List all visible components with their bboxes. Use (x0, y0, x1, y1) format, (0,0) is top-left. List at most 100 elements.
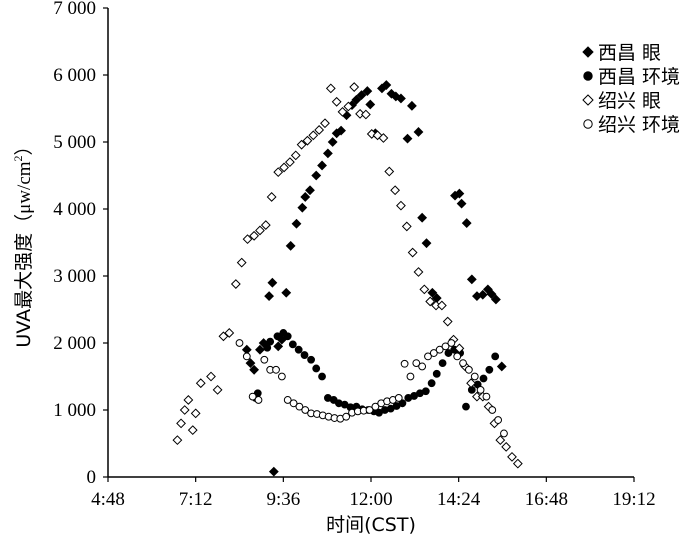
data-point (206, 371, 216, 382)
data-point (365, 99, 376, 110)
data-point (421, 387, 430, 396)
data-point (283, 332, 292, 341)
series-xichang-eye (241, 80, 507, 477)
data-point (512, 458, 523, 469)
data-point (501, 441, 512, 452)
data-point (412, 359, 421, 368)
data-point (456, 198, 467, 209)
data-point (289, 399, 298, 408)
data-point (320, 118, 330, 129)
data-point (267, 277, 278, 288)
data-point (351, 94, 362, 105)
data-point (273, 332, 282, 341)
data-point (224, 328, 235, 338)
data-point (413, 127, 424, 137)
legend-label-xichang-eye: 西昌 眼 (598, 42, 661, 64)
y-axis-title-mu: μ (14, 204, 35, 214)
data-point (307, 355, 315, 364)
data-point (447, 339, 456, 347)
legend-marker-shaoxing-eye (582, 94, 594, 106)
data-point (355, 108, 365, 119)
data-point (424, 352, 432, 361)
y-axis-title: UVA最大强度（μw/cm2） (11, 136, 35, 347)
x-tick-label: 19:12 (612, 489, 655, 510)
legend-marker-xichang-env (583, 71, 593, 81)
data-point (242, 234, 253, 245)
data-point (442, 316, 453, 327)
data-point (435, 345, 444, 354)
y-axis-ticks: 0 1 000 2 000 3 000 4 000 5 000 6 000 7 000 (53, 0, 108, 488)
data-point (255, 225, 265, 236)
data-point (402, 133, 413, 144)
data-point (325, 83, 336, 94)
data-point (190, 408, 201, 419)
data-point (467, 386, 476, 394)
data-point (419, 284, 430, 295)
x-axis-ticks: 4:48 7:12 9:36 12:00 14:24 16:48 19:12 (91, 477, 656, 510)
data-point (266, 337, 275, 346)
data-point (300, 351, 309, 359)
data-point (371, 402, 380, 411)
data-point (295, 402, 304, 411)
y-tick-label: 5 000 (53, 132, 96, 153)
data-point (407, 100, 417, 111)
data-point (438, 359, 447, 368)
data-point (454, 343, 465, 354)
data-point (464, 365, 473, 374)
data-point (477, 289, 488, 300)
data-point (381, 80, 392, 90)
data-point (400, 359, 409, 368)
data-point (485, 365, 494, 374)
data-point (272, 365, 280, 374)
data-point (427, 287, 438, 298)
data-point (179, 405, 190, 415)
y-tick-label: 3 000 (53, 266, 96, 287)
y-axis-title-sup: 2 (11, 155, 25, 161)
data-point (254, 396, 263, 404)
x-tick-label: 12:00 (349, 489, 392, 510)
data-point (466, 378, 476, 389)
data-point (496, 361, 507, 372)
data-point (266, 192, 277, 202)
x-tick-label: 7:12 (179, 489, 213, 510)
data-point (436, 300, 447, 311)
data-point (273, 167, 284, 178)
data-point (294, 345, 303, 354)
data-point (249, 364, 260, 375)
data-point (466, 274, 477, 285)
data-point (396, 200, 406, 211)
series-shaoxing-eye (172, 82, 523, 469)
data-point (432, 369, 441, 378)
data-point (288, 340, 297, 349)
data-point (176, 418, 186, 429)
data-point (500, 429, 508, 438)
data-point (312, 364, 321, 373)
data-point (479, 374, 488, 383)
data-point (491, 352, 500, 361)
y-axis-title-close: ） (13, 136, 35, 155)
data-point (281, 287, 292, 298)
data-point (491, 294, 501, 305)
data-point (318, 372, 326, 381)
data-point (342, 412, 351, 421)
data-point (300, 192, 311, 202)
x-tick-label: 16:48 (525, 489, 568, 510)
data-point (235, 339, 244, 347)
legend-marker-shaoxing-env (583, 119, 593, 129)
data-point (429, 349, 438, 357)
data-point (454, 188, 465, 199)
y-tick-label: 4 000 (53, 199, 96, 220)
data-point (285, 240, 296, 251)
y-tick-label: 1 000 (53, 400, 96, 421)
data-point (401, 221, 412, 232)
data-point (277, 372, 286, 381)
data-point (365, 406, 374, 414)
data-point (406, 372, 415, 381)
data-point (418, 362, 427, 371)
data-point (327, 137, 338, 147)
data-point (296, 139, 307, 150)
series-shaoxing-env (235, 339, 508, 438)
data-point (362, 86, 373, 96)
data-point (187, 425, 198, 436)
